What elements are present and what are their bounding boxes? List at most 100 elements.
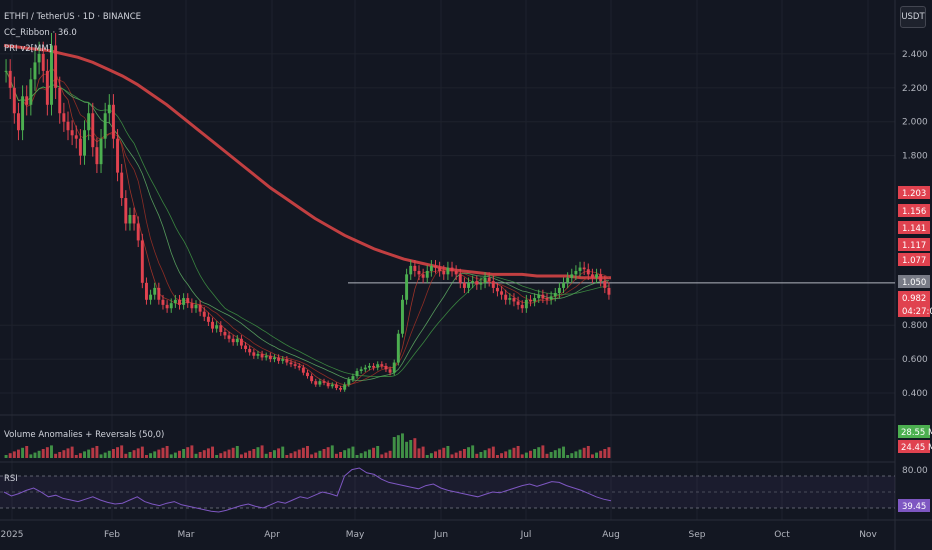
rsi-value-text: 39.45 (902, 502, 926, 512)
volume-bar (260, 445, 264, 458)
candle-body (537, 294, 541, 299)
price-tick-label: 0.800 (902, 321, 928, 331)
volume-bar (211, 446, 214, 458)
volume-bar (4, 455, 8, 458)
volume-bar (504, 451, 508, 458)
time-axis[interactable]: 2025 Feb Mar Apr May Jun Jul Aug Sep Oct Nov (1, 530, 878, 540)
candle-body (256, 354, 260, 356)
candle-body (173, 299, 177, 304)
volume-bar (599, 450, 603, 458)
symbol-legend[interactable]: ETHFI / TetherUS · 1D · BINANCE (4, 12, 141, 22)
candle-body (50, 45, 53, 105)
volume-bar (306, 446, 309, 458)
volume-bar (425, 455, 429, 458)
volume-bar (495, 455, 499, 458)
candle-body (301, 367, 305, 373)
volume-bar (471, 445, 475, 458)
volume-bar (524, 452, 528, 458)
candle-body (372, 365, 376, 368)
volume-bar (326, 447, 330, 458)
volume-bar (603, 449, 607, 458)
candle-body (33, 62, 37, 80)
volume-bar (557, 448, 561, 458)
volume-bar (446, 446, 450, 458)
price-axis[interactable]: 2.400 2.200 2.000 1.800 0.800 0.600 0.400 1.203… (898, 50, 932, 512)
volume-bar (421, 446, 425, 458)
candle-body (310, 376, 314, 382)
candle-body (578, 267, 582, 271)
candle-body (58, 87, 62, 114)
volume-bar (570, 453, 574, 458)
volume-bar (12, 451, 16, 458)
candle-body (326, 382, 330, 387)
volume-bar (491, 446, 495, 458)
candle-body (508, 298, 512, 300)
volume-bar (590, 454, 594, 458)
pri-legend[interactable]: PRI v2[MM] (4, 44, 52, 54)
candle-body (149, 294, 153, 300)
volume-bar (301, 447, 305, 458)
candle-body (322, 381, 326, 383)
volume-bar (8, 453, 12, 458)
candle-body (347, 379, 351, 385)
price-label-text: 0.982 (902, 294, 926, 304)
candle-body (586, 269, 590, 275)
volume-bar (487, 448, 491, 458)
volume-bar (462, 449, 466, 458)
volume-bar (120, 445, 124, 458)
candle-body (285, 359, 289, 363)
volume-bar (190, 445, 194, 458)
candle-body (495, 287, 499, 292)
price-label-box (898, 221, 930, 234)
volume-bar (363, 451, 367, 458)
price-tick-label: 0.600 (902, 355, 928, 365)
candle-body (227, 335, 231, 339)
ribbon-line (5, 66, 610, 388)
volume-bar (396, 435, 400, 458)
currency-button[interactable]: USDT (900, 6, 926, 28)
ma-long-path (3, 43, 611, 280)
candle-body (91, 113, 95, 148)
volume-bar (66, 448, 70, 458)
volume-bars (4, 433, 611, 458)
candle-body (95, 147, 99, 165)
rsi-legend[interactable]: RSI (4, 474, 18, 484)
candle-body (421, 274, 425, 278)
volume-bar (87, 449, 91, 458)
volume-bar (574, 451, 578, 458)
candle-body (136, 223, 140, 241)
candle-body (206, 316, 210, 322)
volume-bar (21, 447, 25, 458)
ribbon-legend[interactable]: CC_Ribbon · 36.0 (4, 28, 77, 38)
volume-bar (140, 446, 144, 458)
candle-body (182, 298, 186, 305)
candle-body (458, 274, 462, 283)
price-label-box (898, 275, 930, 288)
volume-bar (29, 454, 33, 458)
volume-bar (289, 453, 293, 458)
volume-legend[interactable]: Volume Anomalies + Reversals (50,0) (4, 430, 165, 440)
candle-body (405, 274, 409, 300)
candle-body (574, 270, 578, 275)
candle-body (132, 215, 136, 224)
volume-bar (458, 450, 462, 458)
candle-body (524, 299, 528, 309)
volume-bar (520, 454, 524, 458)
volume-bar (310, 454, 314, 458)
volume-bar (227, 449, 231, 458)
candle-body (37, 53, 41, 63)
volume-bar (58, 452, 62, 458)
volume-bar (537, 447, 541, 458)
candle-body (153, 287, 157, 295)
price-label-text: 1.156 (902, 207, 926, 217)
price-label-text: 1.077 (902, 256, 926, 266)
volume-bar (103, 452, 107, 458)
volume-bar (516, 446, 520, 458)
candle-body (186, 298, 190, 304)
rsi-line (3, 467, 612, 513)
volume-bar (582, 447, 586, 458)
volume-bar (417, 448, 421, 458)
candle-body (87, 113, 91, 131)
